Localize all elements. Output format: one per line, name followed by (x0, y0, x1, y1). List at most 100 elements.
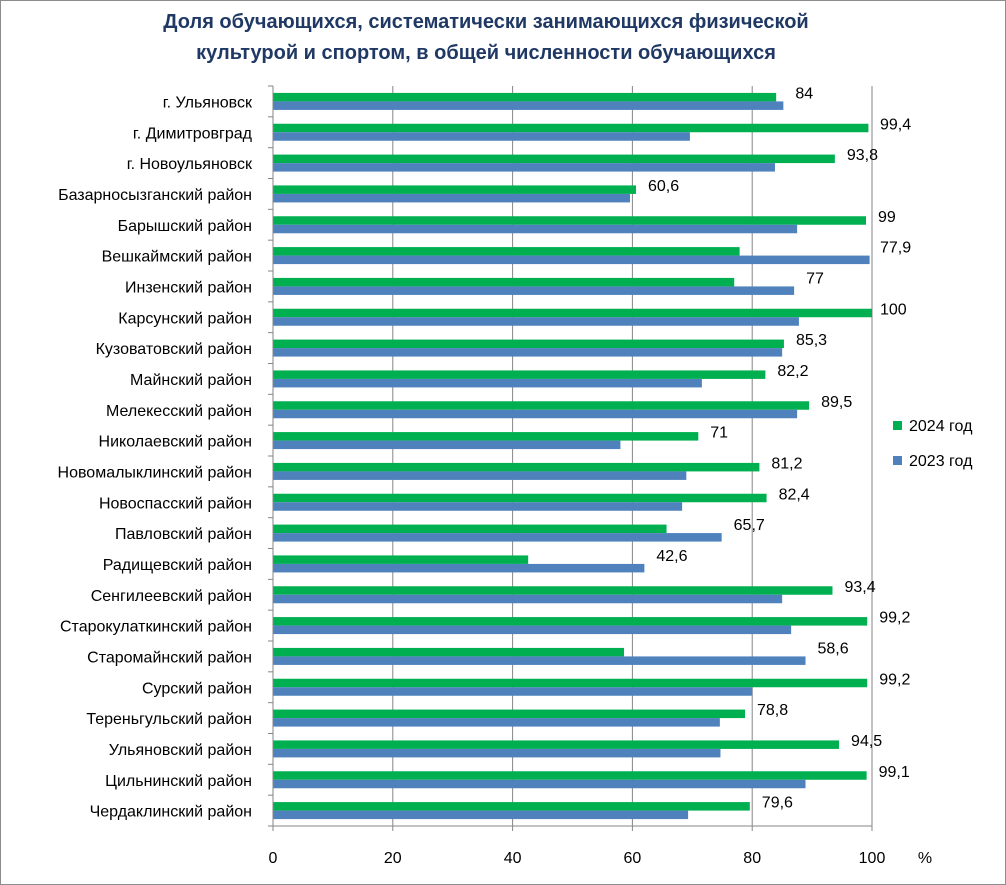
data-label-2024: 99,2 (879, 671, 910, 688)
x-tick-label: 20 (384, 850, 402, 867)
data-label-2024: 58,6 (818, 640, 849, 657)
category-label: Сенгилеевский район (91, 588, 252, 605)
bar-2024 (273, 493, 767, 503)
bar-2024 (273, 308, 872, 318)
category-label: Новомалыклинский район (58, 464, 252, 481)
bar-2023 (273, 563, 645, 573)
bar-2023 (273, 471, 687, 480)
bar-2024 (273, 185, 636, 194)
category-label: Ульяновский район (109, 742, 252, 759)
bar-2023 (273, 625, 792, 635)
category-label: Павловский район (115, 526, 252, 543)
data-label-2024: 81,2 (771, 455, 802, 472)
data-label-2024: 93,8 (847, 147, 878, 164)
category-label: Тереньгульский район (86, 711, 252, 728)
category-label: Старомайнский район (87, 649, 252, 666)
category-label: Радищевский район (103, 557, 252, 574)
gridlines (392, 86, 873, 826)
bar-2023 (273, 378, 702, 388)
category-label: Вешкаймский район (102, 249, 252, 266)
data-label-2024: 93,4 (844, 579, 875, 596)
bar-2024 (273, 154, 835, 164)
bar-2023 (273, 687, 753, 696)
chart-title-line-2: культурой и спортом, в общей численности… (196, 42, 776, 64)
bar-2024 (273, 370, 766, 379)
category-label: Базарносызганский район (58, 187, 252, 204)
bar-2023 (273, 163, 775, 172)
x-tick-label: 40 (504, 850, 522, 867)
data-label-2024: 100 (880, 301, 907, 318)
bar-2023 (273, 409, 798, 419)
category-label: Сурский район (142, 680, 252, 697)
bar-2023 (273, 502, 683, 511)
labels: г. Ульяновск 84 г. Димитровград 99,4 г. Ново… (58, 85, 912, 820)
data-label-2024: 85,3 (796, 332, 827, 349)
bar-2024 (273, 740, 840, 749)
bar-2024 (273, 709, 746, 719)
bar-2023 (273, 317, 799, 326)
legend-label: 2024 год (909, 418, 973, 435)
data-label-2024: 82,2 (777, 363, 808, 380)
bar-2024 (273, 462, 760, 472)
bar-2023 (273, 286, 795, 295)
x-tick-label: 60 (624, 850, 642, 867)
data-label-2024: 99,1 (879, 764, 910, 781)
bar-2024 (273, 339, 784, 349)
category-label: Кузоватовский район (96, 341, 252, 358)
bar-2024 (273, 216, 867, 225)
legend-swatch (893, 421, 902, 430)
chart-title: Доля обучающихся, систематически занимаю… (61, 7, 911, 69)
chart-title-line-1: Доля обучающихся, систематически занимаю… (163, 11, 809, 33)
x-tick-label: 0 (269, 850, 278, 867)
legend-label: 2023 год (909, 453, 973, 470)
bar-2024 (273, 123, 869, 133)
bar-2024 (273, 586, 833, 595)
x-tick-label: 100 (859, 850, 886, 867)
bar-2024 (273, 277, 735, 287)
bar-2024 (273, 432, 699, 441)
data-label-2024: 99 (878, 209, 896, 226)
bar-2023 (273, 101, 784, 110)
data-label-2024: 82,4 (779, 486, 810, 503)
category-label: г. Димитровград (133, 125, 253, 142)
bar-2024 (273, 617, 868, 626)
category-label: г. Ульяновск (163, 94, 253, 111)
bars (273, 92, 872, 820)
bar-2024 (273, 802, 750, 811)
bar-2023 (273, 193, 631, 203)
category-label: Карсунский район (118, 310, 252, 327)
data-label-2024: 77,9 (880, 240, 911, 257)
x-axis-unit-label: % (918, 850, 932, 867)
category-label: Цильнинский район (105, 773, 252, 790)
data-label-2024: 99,4 (880, 116, 911, 133)
data-label-2024: 79,6 (762, 795, 793, 812)
bar-2023 (273, 255, 870, 265)
bar-2023 (273, 440, 621, 450)
bar-2024 (273, 555, 529, 564)
bar-2024 (273, 92, 777, 102)
bar-2023 (273, 348, 783, 357)
category-label: Майнский район (130, 372, 252, 389)
bar-2023 (273, 810, 689, 820)
data-label-2024: 65,7 (734, 517, 765, 534)
data-label-2024: 99,2 (879, 610, 910, 627)
category-label: Николаевский район (99, 434, 252, 451)
bar-2024 (273, 247, 740, 256)
bar-2024 (273, 524, 667, 534)
category-label: г. Новоульяновск (127, 156, 253, 173)
data-label-2024: 71 (710, 425, 728, 442)
bar-2023 (273, 779, 806, 789)
data-label-2024: 89,5 (821, 394, 852, 411)
data-label-2024: 42,6 (656, 548, 687, 565)
data-label-2024: 78,8 (757, 702, 788, 719)
bar-2023 (273, 656, 806, 665)
category-label: Барышский район (118, 218, 252, 235)
data-label-2024: 84 (795, 85, 813, 102)
data-label-2024: 60,6 (648, 178, 679, 195)
category-label: Инзенский район (125, 279, 252, 296)
data-label-2024: 94,5 (851, 733, 882, 750)
category-label: Мелекесский район (106, 403, 252, 420)
bar-2024 (273, 678, 868, 688)
data-label-2024: 77 (806, 270, 824, 287)
